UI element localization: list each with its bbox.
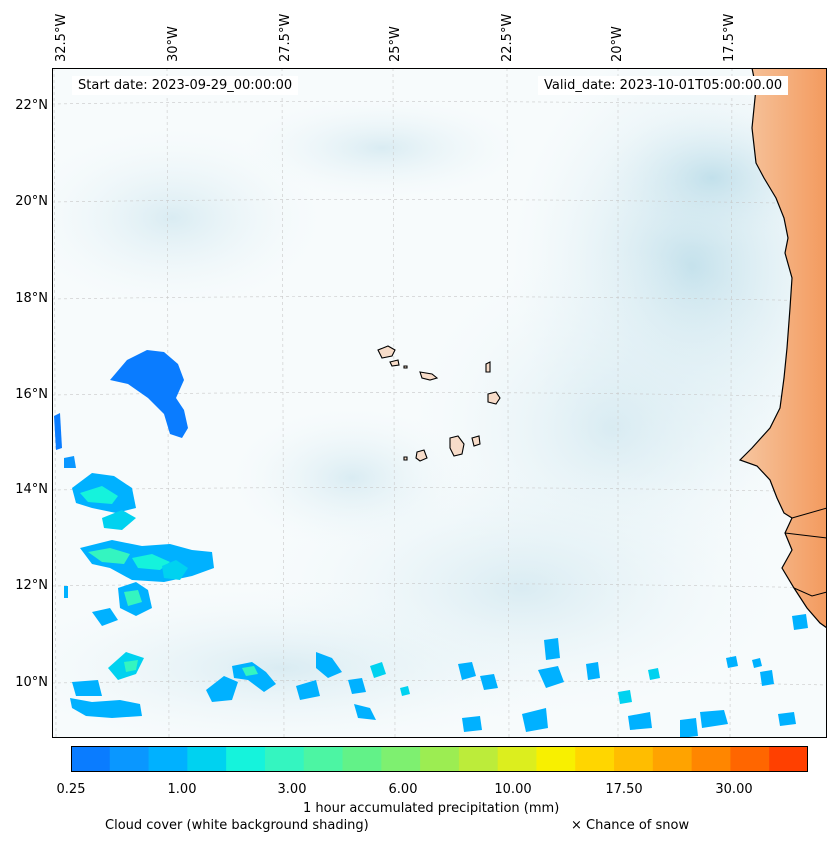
colorbar-border — [71, 746, 808, 772]
colorbar-label: 1 hour accumulated precipitation (mm) — [303, 801, 560, 816]
map-canvas — [52, 68, 827, 738]
colorbar-segment — [769, 746, 808, 772]
colorbar-tick: 6.00 — [388, 782, 418, 797]
latitude-label: 10°N — [15, 675, 48, 690]
longitude-label: 20°W — [610, 26, 625, 62]
longitude-label: 22.5°W — [500, 13, 515, 62]
precipitation-colorbar — [71, 746, 808, 772]
latitude-label: 12°N — [15, 578, 48, 593]
precipitation-patches — [54, 350, 808, 738]
colorbar-tick: 17.50 — [605, 782, 643, 797]
colorbar-segment — [148, 746, 188, 772]
colorbar-segment — [226, 746, 266, 772]
africa-coastline — [738, 68, 827, 629]
valid-date-label: Valid_date: 2023-10-01T05:00:00.00 — [538, 76, 789, 95]
colorbar-segment — [730, 746, 770, 772]
colorbar-segment — [575, 746, 615, 772]
colorbar-tick: 10.00 — [494, 782, 532, 797]
colorbar-tick: 1.00 — [167, 782, 197, 797]
longitude-label: 27.5°W — [278, 13, 293, 62]
colorbar-segment — [614, 746, 654, 772]
colorbar-tick: 3.00 — [277, 782, 307, 797]
colorbar-segment — [381, 746, 421, 772]
longitude-label: 32.5°W — [54, 13, 69, 62]
longitude-label: 30°W — [166, 26, 181, 62]
latitude-label: 18°N — [15, 291, 48, 306]
latitude-label: 16°N — [15, 387, 48, 402]
colorbar-segment — [342, 746, 382, 772]
map-panel — [52, 68, 827, 738]
colorbar-segment — [71, 746, 111, 772]
colorbar-segment — [303, 746, 344, 772]
latitude-label: 14°N — [15, 482, 48, 497]
latitude-label: 22°N — [15, 98, 48, 113]
cloud-cover-shading — [52, 68, 827, 738]
colorbar-segment — [497, 746, 537, 772]
start-date-label: Start date: 2023-09-29_00:00:00 — [72, 76, 299, 95]
snow-legend: × Chance of snow — [571, 818, 690, 833]
cloud-cover-legend: Cloud cover (white background shading) — [105, 818, 369, 833]
longitude-label: 25°W — [388, 26, 403, 62]
colorbar-segment — [652, 746, 693, 772]
colorbar-tick: 30.00 — [715, 782, 753, 797]
colorbar-segment — [458, 746, 499, 772]
colorbar-segment — [420, 746, 460, 772]
colorbar-segment — [691, 746, 731, 772]
latitude-label: 20°N — [15, 194, 48, 209]
cape-verde-islands — [377, 345, 501, 462]
colorbar-segment — [536, 746, 576, 772]
colorbar-segment — [109, 746, 150, 772]
colorbar-segment — [264, 746, 305, 772]
map-gridlines — [52, 68, 827, 738]
colorbar-tick: 0.25 — [56, 782, 86, 797]
colorbar-segment — [187, 746, 227, 772]
longitude-label: 17.5°W — [722, 13, 737, 62]
